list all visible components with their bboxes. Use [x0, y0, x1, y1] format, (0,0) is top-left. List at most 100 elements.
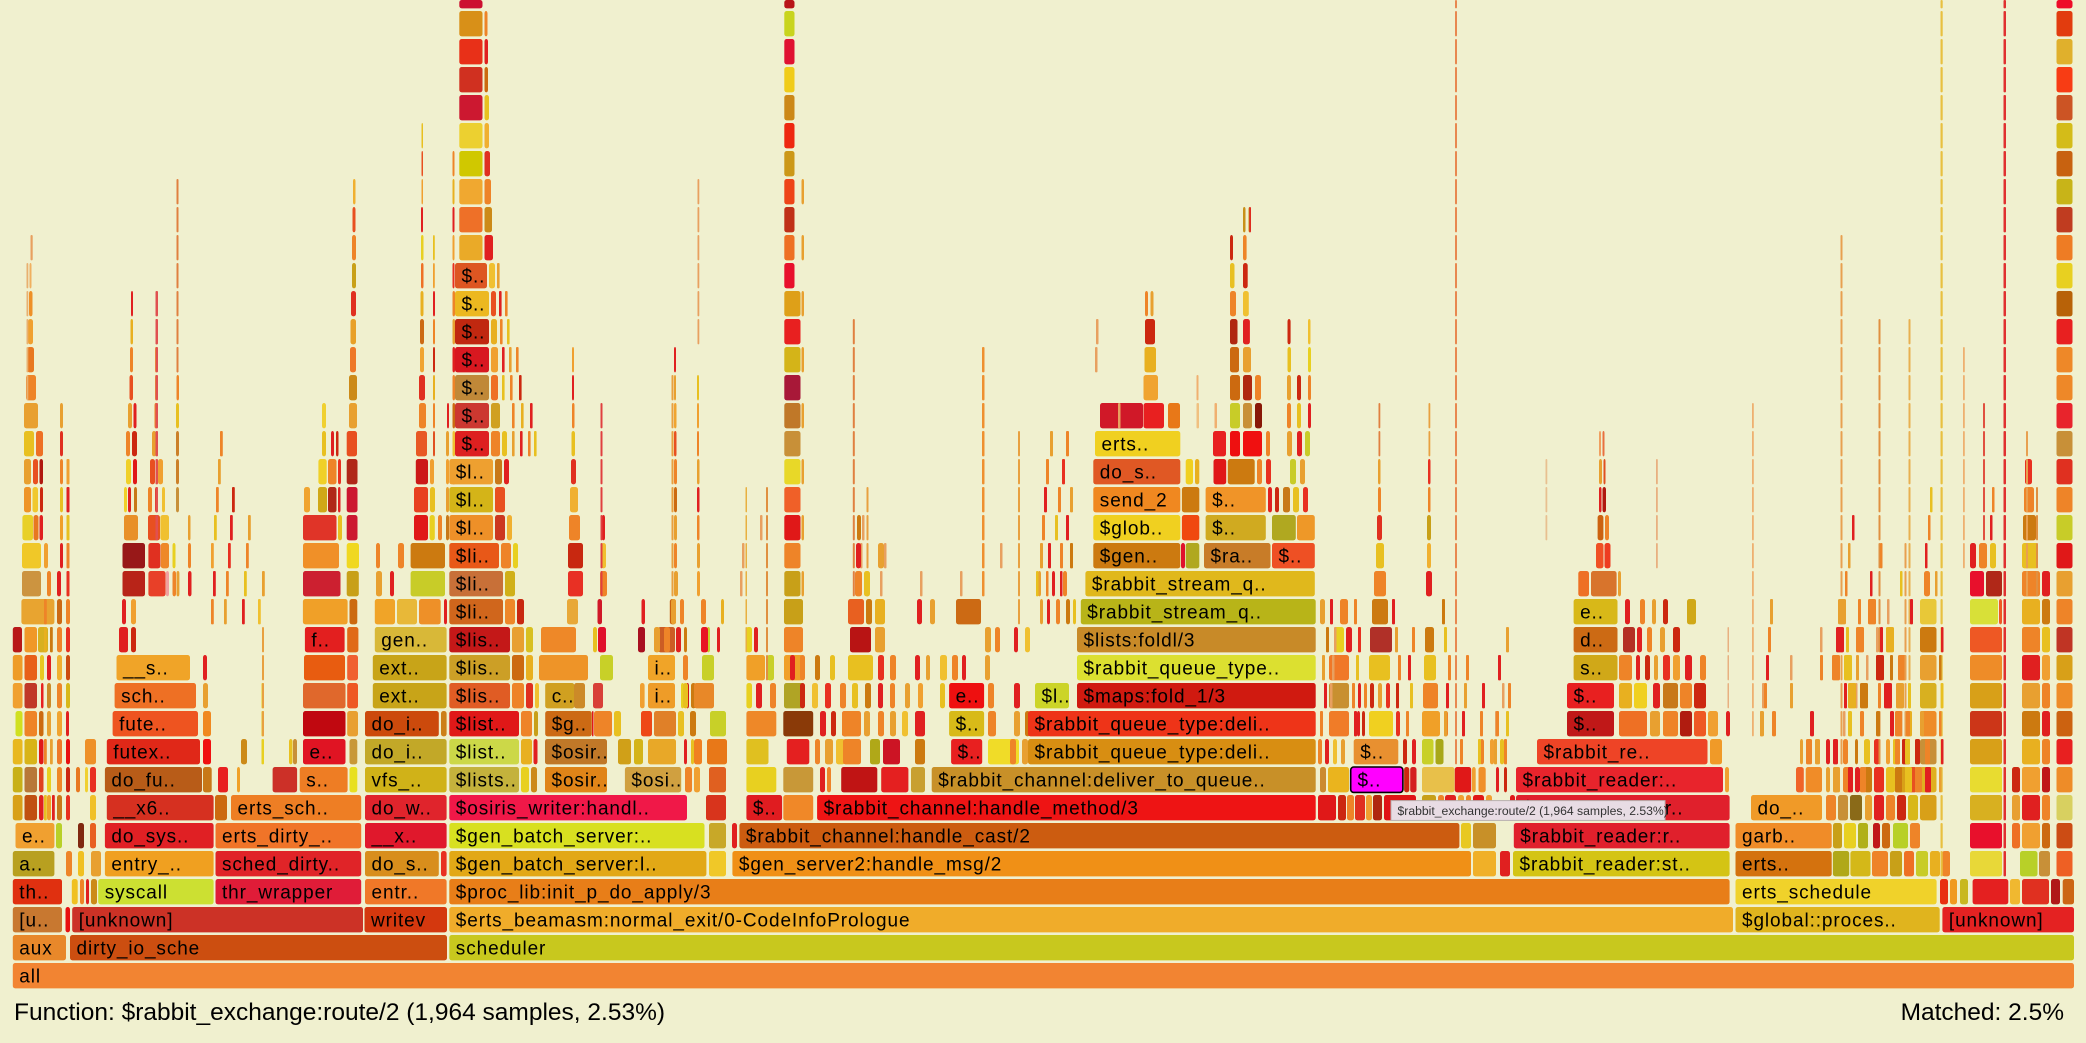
svg-text:$..: $..: [958, 742, 982, 763]
svg-text:__s..: __s..: [122, 658, 169, 679]
svg-text:c..: c..: [552, 686, 575, 707]
svg-text:do_i..: do_i..: [372, 742, 424, 763]
svg-text:$osi..: $osi..: [631, 770, 682, 791]
svg-text:futex..: futex..: [113, 742, 171, 763]
svg-text:i..: i..: [655, 658, 672, 679]
svg-text:__x6..: __x6..: [112, 798, 170, 819]
svg-text:writev: writev: [370, 910, 426, 931]
svg-text:$erts_beamasm:normal_exit/0-Co: $erts_beamasm:normal_exit/0-CodeInfoProl…: [456, 910, 911, 931]
svg-text:ext..: ext..: [379, 658, 419, 679]
svg-text:$..: $..: [1358, 770, 1382, 791]
svg-text:syscall: syscall: [105, 882, 168, 903]
svg-text:erts_schedule: erts_schedule: [1742, 882, 1872, 903]
svg-text:$..: $..: [1279, 546, 1303, 567]
svg-text:$gen..: $gen..: [1100, 546, 1158, 567]
svg-text:$li..: $li..: [456, 602, 490, 623]
svg-text:$g..: $g..: [552, 714, 587, 735]
svg-text:$global::proces..: $global::proces..: [1742, 910, 1897, 931]
svg-text:$..: $..: [462, 322, 486, 343]
svg-text:garb..: garb..: [1742, 826, 1796, 847]
svg-text:$rabbit_channel:deliver_to_que: $rabbit_channel:deliver_to_queue..: [938, 770, 1265, 791]
svg-text:$rabbit_reader:st..: $rabbit_reader:st..: [1520, 854, 1691, 875]
svg-text:$rabbit_channel:handle_method/: $rabbit_channel:handle_method/3: [824, 798, 1139, 819]
svg-text:th..: th..: [19, 882, 49, 903]
svg-text:do_i..: do_i..: [372, 714, 424, 735]
svg-text:$gen_batch_server:..: $gen_batch_server:..: [456, 826, 653, 847]
svg-text:do_s..: do_s..: [372, 854, 429, 875]
svg-text:$lists:foldl/3: $lists:foldl/3: [1084, 630, 1196, 651]
svg-text:vfs_..: vfs_..: [372, 770, 423, 791]
svg-text:$l..: $l..: [1042, 686, 1071, 707]
svg-text:$..: $..: [1574, 686, 1598, 707]
svg-text:$rabbit_re..: $rabbit_re..: [1544, 742, 1651, 763]
svg-text:$..: $..: [462, 266, 486, 287]
svg-text:$..: $..: [462, 294, 486, 315]
svg-text:[unknown]: [unknown]: [79, 910, 174, 931]
svg-text:Function: $rabbit_exchange:rou: Function: $rabbit_exchange:route/2 (1,96…: [14, 999, 665, 1026]
svg-text:[unknown]: [unknown]: [1949, 910, 2044, 931]
svg-text:do_s..: do_s..: [1100, 462, 1157, 483]
svg-text:$list..: $list..: [456, 714, 507, 735]
svg-text:$maps:fold_1/3: $maps:fold_1/3: [1084, 686, 1227, 707]
svg-text:$rabbit_reader:r..: $rabbit_reader:r..: [1520, 826, 1681, 847]
svg-text:erts..: erts..: [1102, 434, 1150, 455]
svg-text:$..: $..: [462, 434, 486, 455]
svg-text:$rabbit_queue_type:deli..: $rabbit_queue_type:deli..: [1035, 714, 1271, 735]
svg-text:i..: i..: [655, 686, 672, 707]
svg-text:$rabbit_exchange:route/2 (1,96: $rabbit_exchange:route/2 (1,964 samples,…: [1398, 804, 1668, 818]
svg-text:$lis..: $lis..: [456, 686, 500, 707]
svg-text:$..: $..: [462, 406, 486, 427]
svg-text:$..: $..: [956, 714, 980, 735]
svg-text:aux: aux: [19, 938, 52, 959]
svg-text:$osir..: $osir..: [552, 770, 609, 791]
svg-text:$li..: $li..: [456, 546, 490, 567]
svg-text:$..: $..: [1574, 714, 1598, 735]
svg-text:$..: $..: [462, 350, 486, 371]
svg-text:scheduler: scheduler: [456, 938, 546, 959]
svg-text:$l..: $l..: [456, 518, 485, 539]
svg-text:$osir..: $osir..: [552, 742, 609, 763]
svg-text:e..: e..: [22, 826, 46, 847]
svg-text:$lis..: $lis..: [456, 658, 500, 679]
svg-text:sched_dirty..: sched_dirty..: [222, 854, 340, 875]
svg-text:erts_sch..: erts_sch..: [238, 798, 329, 819]
svg-text:do_sys..: do_sys..: [111, 826, 189, 847]
svg-text:gen..: gen..: [381, 630, 428, 651]
svg-text:$l..: $l..: [456, 490, 485, 511]
svg-text:e..: e..: [1580, 602, 1604, 623]
svg-text:$..: $..: [1212, 490, 1236, 511]
svg-text:erts_dirty_..: erts_dirty_..: [222, 826, 333, 847]
svg-text:Matched: 2.5%: Matched: 2.5%: [1901, 999, 2064, 1026]
svg-text:f..: f..: [311, 630, 330, 651]
svg-text:fute..: fute..: [119, 714, 167, 735]
svg-text:s..: s..: [1580, 658, 1603, 679]
svg-text:$glob..: $glob..: [1100, 518, 1163, 539]
svg-text:do_fu..: do_fu..: [111, 770, 175, 791]
svg-text:dirty_io_sche: dirty_io_sche: [77, 938, 201, 959]
svg-text:$rabbit_stream_q..: $rabbit_stream_q..: [1092, 574, 1267, 595]
svg-text:__x..: __x..: [371, 826, 418, 847]
svg-text:$..: $..: [1360, 742, 1384, 763]
svg-text:$rabbit_queue_type:deli..: $rabbit_queue_type:deli..: [1035, 742, 1271, 763]
svg-text:$li..: $li..: [456, 574, 490, 595]
svg-text:send_2: send_2: [1100, 490, 1168, 511]
svg-text:do_..: do_..: [1758, 798, 1805, 819]
svg-text:$list..: $list..: [456, 742, 507, 763]
svg-text:$lis..: $lis..: [456, 630, 500, 651]
svg-text:all: all: [19, 966, 41, 987]
svg-text:sch..: sch..: [121, 686, 166, 707]
svg-text:e..: e..: [956, 686, 980, 707]
svg-text:$..: $..: [1212, 518, 1236, 539]
svg-text:$gen_server2:handle_msg/2: $gen_server2:handle_msg/2: [739, 854, 1002, 875]
svg-text:[u..: [u..: [19, 910, 49, 931]
svg-text:$..: $..: [462, 378, 486, 399]
svg-text:d..: d..: [1580, 630, 1604, 651]
svg-text:do_w..: do_w..: [372, 798, 432, 819]
svg-text:ext..: ext..: [379, 686, 419, 707]
svg-text:e..: e..: [310, 742, 334, 763]
svg-text:$gen_batch_server:l..: $gen_batch_server:l..: [456, 854, 658, 875]
svg-text:$ra..: $ra..: [1211, 546, 1254, 567]
svg-text:$rabbit_channel:handle_cast/2: $rabbit_channel:handle_cast/2: [746, 826, 1031, 847]
svg-text:erts..: erts..: [1742, 854, 1790, 875]
svg-text:$..: $..: [753, 798, 777, 819]
